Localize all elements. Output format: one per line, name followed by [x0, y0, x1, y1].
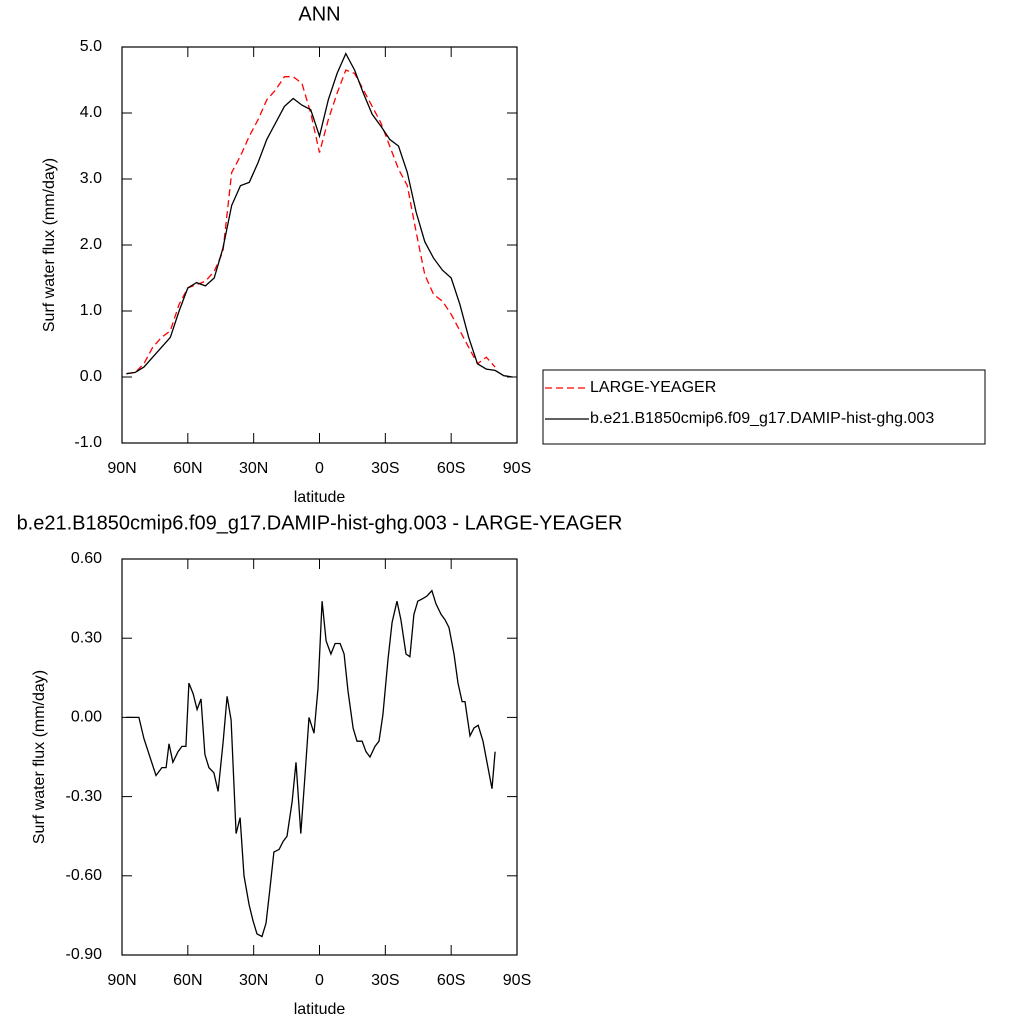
legend-label: b.e21.B1850cmip6.f09_g17.DAMIP-hist-ghg.… [590, 410, 934, 427]
x-tick-label: 60N [173, 460, 202, 477]
x-tick-label: 60S [437, 460, 465, 477]
x-axis-label: latitude [294, 489, 346, 506]
y-tick-label: -0.90 [66, 946, 103, 963]
chart-title: b.e21.B1850cmip6.f09_g17.DAMIP-hist-ghg.… [17, 512, 623, 534]
x-tick-label: 0 [315, 972, 324, 989]
y-tick-label: 1.0 [80, 302, 102, 319]
y-tick-label: -0.30 [66, 788, 103, 805]
x-tick-label: 60N [173, 972, 202, 989]
x-tick-label: 30S [371, 972, 399, 989]
x-tick-label: 30S [371, 460, 399, 477]
y-axis-label: Surf water flux (mm/day) [31, 670, 48, 844]
y-tick-label: 3.0 [80, 170, 102, 187]
y-axis-label: Surf water flux (mm/day) [41, 158, 58, 332]
x-axis-label: latitude [294, 1001, 346, 1018]
legend-box [542, 369, 986, 445]
data-line [126, 69, 496, 375]
y-tick-label: 0.30 [71, 629, 102, 646]
x-tick-label: 60S [437, 972, 465, 989]
y-tick-label: 5.0 [80, 38, 102, 55]
y-tick-label: 2.0 [80, 236, 102, 253]
x-tick-label: 30N [239, 972, 268, 989]
x-tick-label: 90N [107, 972, 136, 989]
x-tick-label: 0 [315, 460, 324, 477]
y-tick-label: -0.60 [66, 867, 103, 884]
legend-label: LARGE-YEAGER [590, 379, 716, 396]
data-line [125, 589, 496, 938]
plot-frame [121, 558, 518, 956]
x-tick-label: 90N [107, 460, 136, 477]
x-tick-label: 30N [239, 460, 268, 477]
x-tick-label: 90S [503, 460, 531, 477]
y-tick-label: 0.60 [71, 550, 102, 567]
y-tick-label: 4.0 [80, 104, 102, 121]
y-tick-label: 0.00 [71, 709, 102, 726]
plot-frame [121, 46, 518, 444]
data-line [126, 52, 513, 378]
chart-title: ANN [298, 3, 340, 25]
y-tick-label: 0.0 [80, 368, 102, 385]
x-tick-label: 90S [503, 972, 531, 989]
y-tick-label: -1.0 [74, 434, 102, 451]
